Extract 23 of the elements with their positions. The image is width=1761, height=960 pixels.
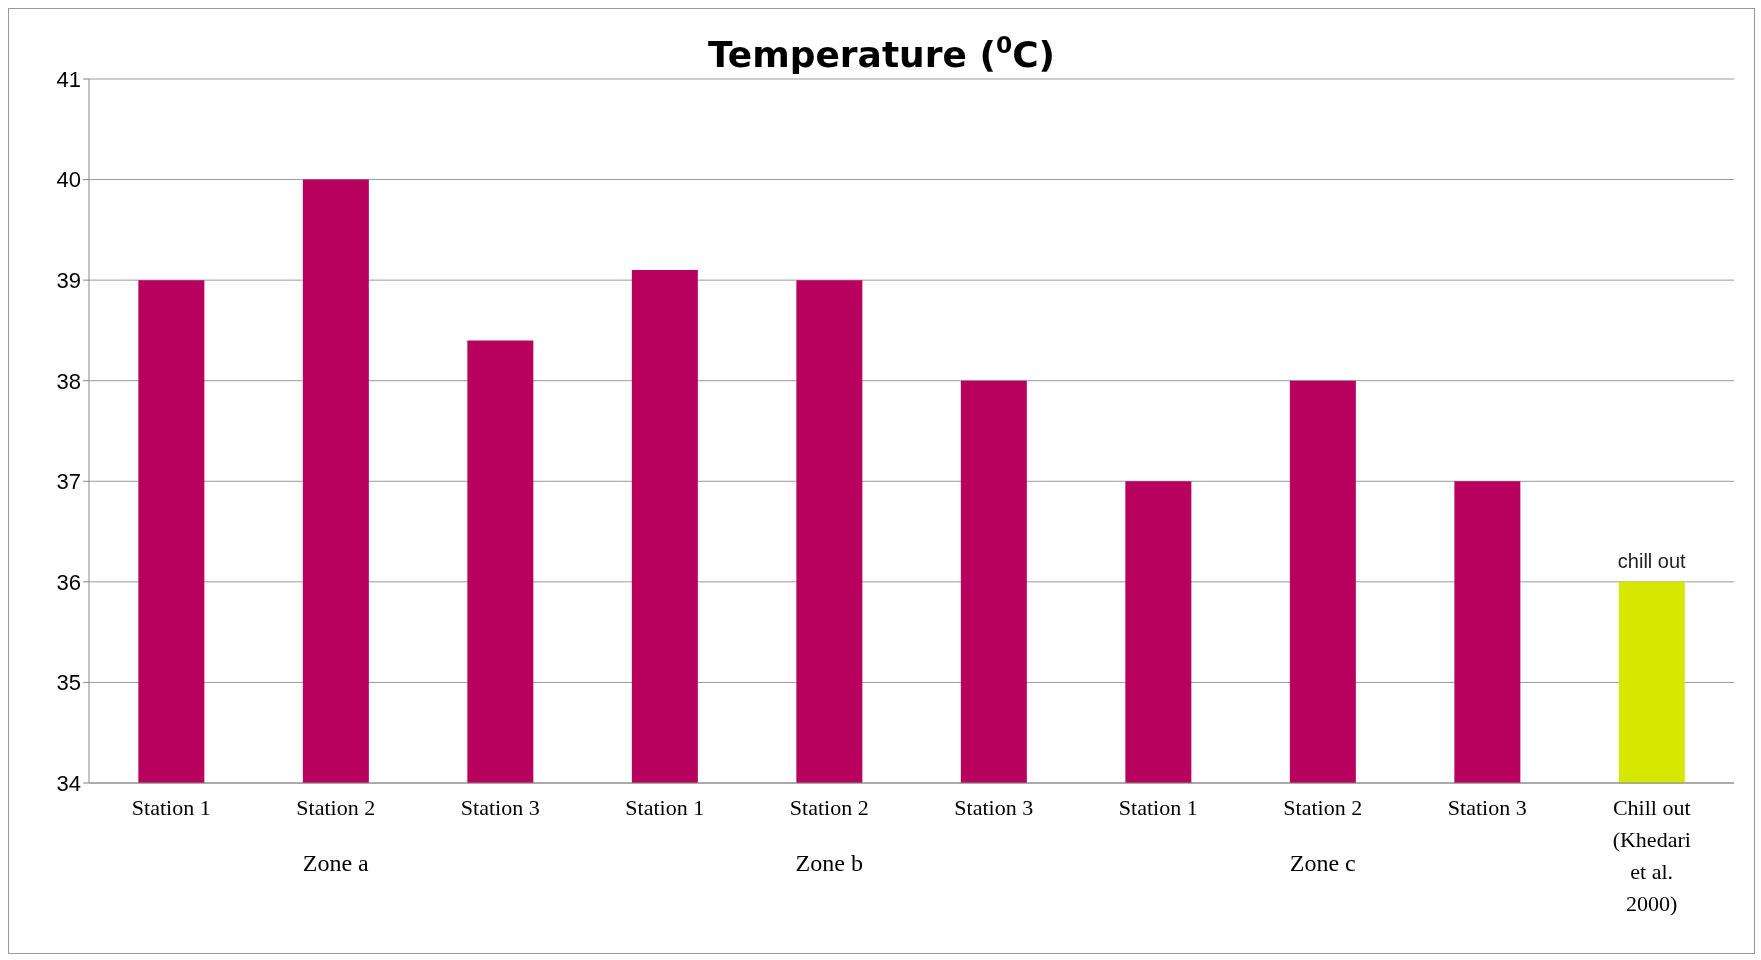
y-tick-label: 35 — [56, 670, 81, 696]
x-tick-label: Station 2 — [296, 795, 376, 820]
y-tick-label: 34 — [56, 770, 81, 796]
x-tick-label: Station 1 — [625, 795, 705, 820]
y-tick-label: 37 — [56, 469, 81, 495]
x-tick-label: Station 1 — [1118, 795, 1198, 820]
x-tick-label: Station 3 — [460, 795, 540, 820]
text: Zone a — [302, 850, 370, 876]
y-tick-label: 41 — [56, 66, 81, 92]
x-tick-label: Station 2 — [1283, 795, 1363, 820]
text: Zone c — [1289, 850, 1356, 876]
x-tick-label: Station 1 — [131, 795, 211, 820]
y-tick-label: 36 — [56, 569, 81, 595]
text: Zone b — [795, 850, 863, 876]
x-tick-label: Station 3 — [1447, 795, 1527, 820]
y-tick-label: 38 — [56, 368, 81, 394]
y-tick-label: 40 — [56, 167, 81, 193]
x-tick-label: Station 3 — [954, 795, 1034, 820]
annotation: chill out — [1617, 549, 1687, 572]
chart-title: Temperature ($^{0}$C) — [707, 31, 1056, 75]
y-tick-label: 39 — [56, 267, 81, 293]
x-tick-label: Station 2 — [789, 795, 869, 820]
x-tick-label: Chill out (Khedari et al. 2000) — [1612, 795, 1691, 916]
